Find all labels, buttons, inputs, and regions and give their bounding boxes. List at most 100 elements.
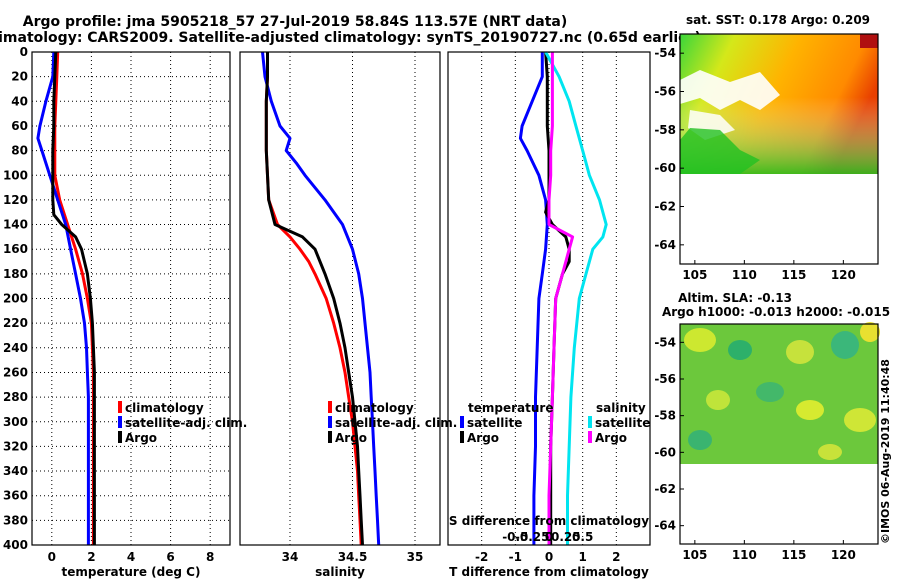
y-tick-label: 400 — [3, 538, 28, 552]
sst-warm-spot — [860, 34, 878, 48]
y-tick-label: 40 — [11, 94, 28, 108]
map-y-tick-label: -60 — [654, 161, 676, 175]
legend-swatch-satellite — [328, 416, 332, 428]
legend-label-s-satellite: satellite — [595, 416, 650, 430]
y-tick-label: 120 — [3, 193, 28, 207]
x-tick-label: 4 — [127, 550, 135, 564]
map-x-tick-label: 115 — [781, 268, 806, 282]
x-tick-label: 34.5 — [338, 550, 368, 564]
map-y-tick-label: -62 — [654, 482, 676, 496]
legend-label-climatology: climatology — [335, 401, 414, 415]
x-tick-label: 1 — [578, 550, 586, 564]
map-x-tick-label: 120 — [831, 548, 856, 562]
salinity-panel: 34 34.5 35 salinity — [239, 51, 441, 579]
x-tick-label: 2 — [87, 550, 95, 564]
sla-blob — [728, 340, 752, 360]
series-line-salinity-argo — [547, 52, 575, 545]
y-tick-label: 320 — [3, 439, 28, 453]
x-tick-label: 6 — [166, 550, 174, 564]
map-y-tick-label: -56 — [654, 372, 676, 386]
map-y-tick-label: -62 — [654, 200, 676, 214]
y-tick-label: 380 — [3, 513, 28, 527]
sla-no-data — [680, 464, 878, 544]
salinity-legend: climatology satellite-adj. clim. Argo — [328, 401, 457, 445]
x-tick-label: 0 — [48, 550, 56, 564]
map-y-tick-label: -56 — [654, 85, 676, 99]
y-tick-label: 20 — [11, 70, 28, 84]
map-y-tick-label: -54 — [654, 335, 676, 349]
x-tick-label: 8 — [206, 550, 214, 564]
legend-label-s-argo: Argo — [595, 431, 627, 445]
sla-map-subtitle: Argo h1000: -0.013 h2000: -0.015 — [662, 305, 890, 319]
sla-map-title: Altim. SLA: -0.13 — [678, 291, 792, 305]
header-line-1: Argo profile: jma 5905218_57 27-Jul-2019… — [23, 14, 568, 30]
sla-blob — [796, 400, 824, 420]
map-x-tick-label: 105 — [682, 268, 707, 282]
sla-blob — [706, 390, 730, 410]
secondary-tick-label: 0 — [545, 530, 553, 544]
y-tick-label: 260 — [3, 365, 28, 379]
sst-no-data — [680, 174, 878, 264]
temperature-panel: 0 2 4 6 8 temperature (deg C) 0 20 40 60 80 100 120 1… — [3, 45, 231, 579]
y-tick-label: 140 — [3, 218, 28, 232]
legend-label-argo: Argo — [125, 431, 157, 445]
legend-label-argo: Argo — [335, 431, 367, 445]
map-x-tick-label: 110 — [732, 268, 757, 282]
legend-swatch-satellite — [118, 416, 122, 428]
x-axis-label: temperature (deg C) — [62, 565, 201, 579]
map-x-tick-label: 115 — [781, 548, 806, 562]
legend-label-satellite: satellite-adj. clim. — [335, 416, 457, 430]
x-tick-label: 34 — [282, 550, 299, 564]
legend-swatch-s-argo — [588, 431, 592, 443]
sst-cloud-mask — [680, 70, 780, 110]
legend-swatch-argo — [328, 431, 332, 443]
y-tick-label: 0 — [20, 45, 28, 59]
series-line-salinity-satellite — [544, 51, 608, 545]
sla-map — [679, 322, 880, 545]
map-y-tick-label: -60 — [654, 445, 676, 459]
plot-frame — [31, 51, 231, 546]
sla-blob — [844, 408, 876, 432]
y-tick-label: 80 — [11, 144, 28, 158]
secondary-tick-label: -0.25 — [515, 530, 550, 544]
legend-swatch-climatology — [328, 401, 332, 413]
difference-legend-temperature: temperature satellite Argo — [460, 401, 553, 445]
secondary-tick-label: 0.5 — [572, 530, 593, 544]
sst-map-frame — [679, 33, 879, 265]
sla-blob — [684, 328, 716, 352]
y-tick-label: 60 — [11, 119, 28, 133]
legend-title-salinity: salinity — [596, 401, 646, 415]
y-tick-label: 160 — [3, 242, 28, 256]
map-x-tick-label: 120 — [831, 268, 856, 282]
map-y-tick-label: -54 — [654, 46, 676, 60]
series-line-temperature-satellite — [518, 52, 549, 545]
legend-swatch-climatology — [118, 401, 122, 413]
y-tick-label: 180 — [3, 267, 28, 281]
sla-blob — [818, 444, 842, 460]
secondary-tick-label: -0.5 — [502, 530, 528, 544]
sst-map — [679, 33, 879, 265]
sst-cold-region — [680, 128, 760, 174]
legend-label-satellite: satellite-adj. clim. — [125, 416, 247, 430]
sst-map-title: sat. SST: 0.178 Argo: 0.209 — [686, 13, 870, 27]
y-tick-label: 240 — [3, 341, 28, 355]
x-axis-label: T difference from climatology — [449, 565, 649, 579]
map-y-tick-label: -64 — [654, 238, 676, 252]
legend-swatch-argo — [118, 431, 122, 443]
y-tick-label: 300 — [3, 415, 28, 429]
map-x-tick-label: 110 — [732, 548, 757, 562]
sla-map-frame — [679, 323, 879, 545]
series-line-argo — [264, 52, 364, 546]
series-line-argo — [51, 51, 96, 545]
sst-map-axes: 105 110 115 120 -54 -56 -58 -60 -62 -64 — [654, 46, 856, 282]
x-tick-label: 35 — [407, 550, 424, 564]
y-tick-label: 200 — [3, 292, 28, 306]
legend-swatch-s-satellite — [588, 416, 592, 428]
x-tick-label: -2 — [475, 550, 488, 564]
x-tick-label: 0 — [545, 550, 553, 564]
sla-blob — [786, 340, 814, 364]
y-tick-label: 360 — [3, 489, 28, 503]
x-axis-label: salinity — [315, 565, 365, 579]
